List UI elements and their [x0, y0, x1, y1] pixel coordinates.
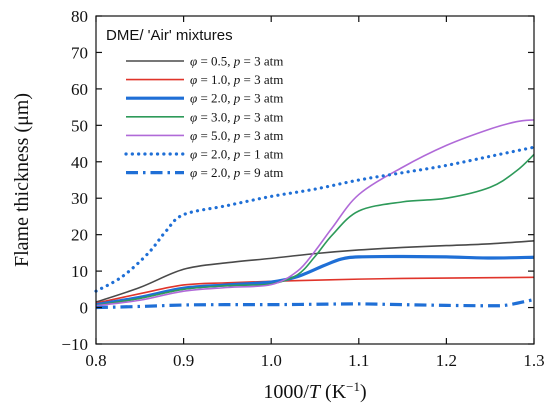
legend-label-1: φ = 0.5, p = 3 atm — [190, 54, 283, 69]
plot-frame — [95, 15, 535, 345]
y-tick-label: 0 — [80, 299, 89, 318]
x-axis-ticks: 0.8 0.9 1.0 1.1 1.2 1.3 — [85, 16, 545, 370]
y-tick-label: −10 — [61, 335, 88, 354]
series-line-7 — [95, 297, 535, 310]
series-line-4 — [95, 153, 535, 307]
y-axis-title: Flame thickness (μm) — [11, 93, 33, 267]
y-tick-label: 70 — [71, 43, 88, 62]
series-line-5 — [95, 119, 535, 307]
legend-label-7: φ = 2.0, p = 9 atm — [190, 165, 283, 180]
series-line-3 — [95, 254, 535, 307]
series-line-6 — [94, 145, 536, 293]
series-layer — [94, 119, 536, 310]
y-tick-label: 60 — [71, 80, 88, 99]
legend-title: DME/ 'Air' mixtures — [106, 27, 233, 44]
x-tick-label: 0.8 — [85, 351, 106, 370]
y-tick-label: 50 — [71, 116, 88, 135]
y-tick-label: 20 — [71, 226, 88, 245]
y-tick-label: 40 — [71, 153, 88, 172]
x-tick-label: 0.9 — [173, 351, 194, 370]
x-tick-label: 1.3 — [523, 351, 544, 370]
legend: DME/ 'Air' mixtures φ = 0.5, p = 3 atm φ … — [106, 27, 283, 180]
legend-label-2: φ = 1.0, p = 3 atm — [190, 72, 283, 87]
legend-label-4: φ = 3.0, p = 3 atm — [190, 109, 283, 124]
legend-label-6: φ = 2.0, p = 1 atm — [190, 147, 283, 162]
x-tick-label: 1.0 — [261, 351, 282, 370]
y-tick-label: 80 — [71, 7, 88, 26]
series-line-2 — [95, 276, 535, 304]
series-line-1 — [95, 240, 535, 303]
x-tick-label: 1.2 — [436, 351, 457, 370]
x-axis-title: 1000/T (K−1) — [263, 379, 366, 404]
legend-label-5: φ = 5.0, p = 3 atm — [190, 128, 283, 143]
y-axis-ticks: −10 0 10 20 30 40 50 60 70 80 — [61, 7, 534, 354]
x-tick-label: 1.1 — [348, 351, 369, 370]
legend-label-3: φ = 2.0, p = 3 atm — [190, 91, 283, 106]
y-tick-label: 30 — [71, 189, 88, 208]
y-tick-label: 10 — [71, 262, 88, 281]
